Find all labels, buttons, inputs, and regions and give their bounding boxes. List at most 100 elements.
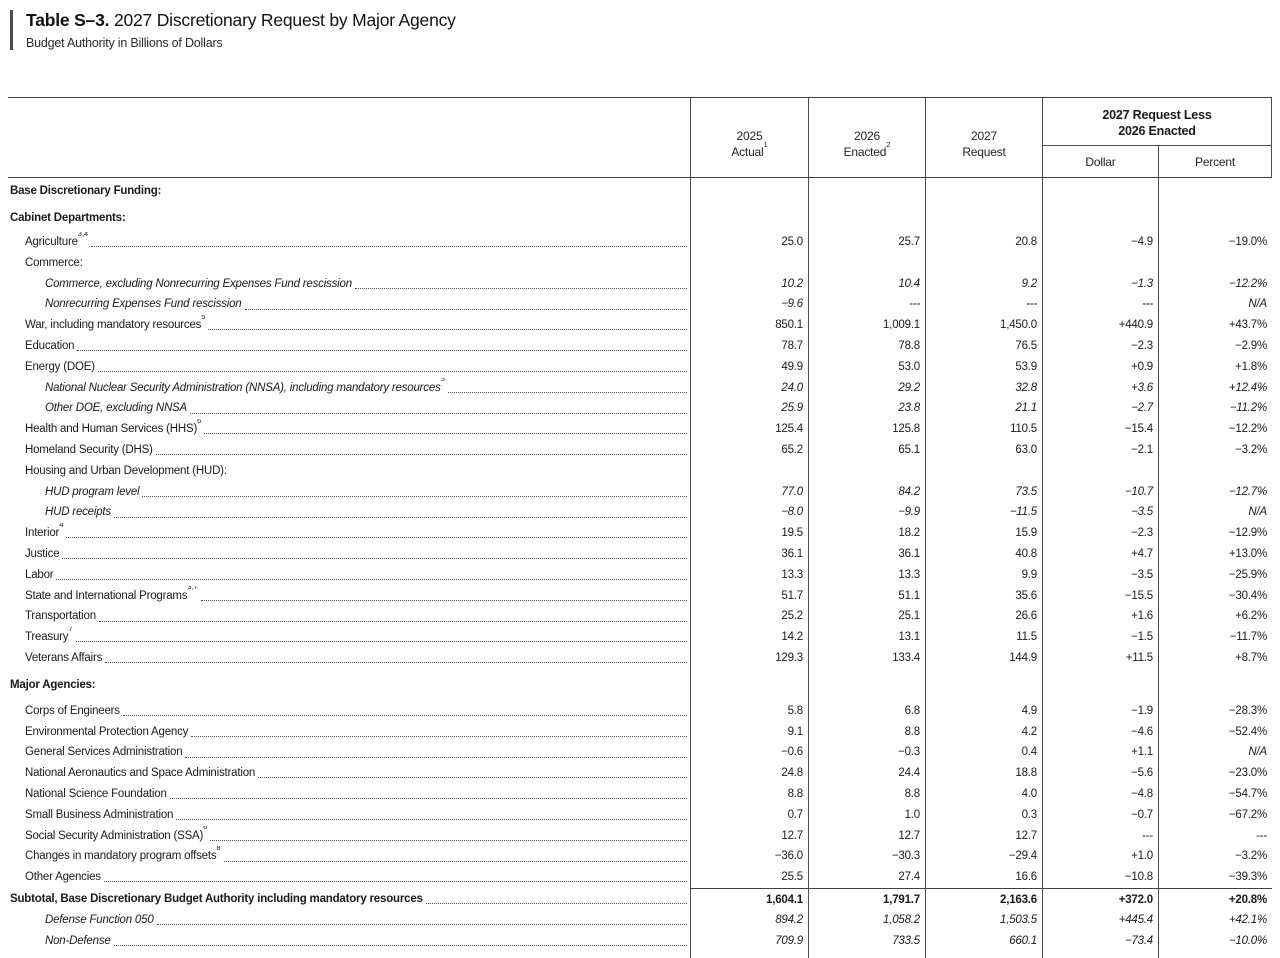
value-cell: 1,009.1 bbox=[808, 315, 925, 336]
row-label: National Science Foundation bbox=[8, 784, 690, 805]
table-row: Labor 13.3 13.3 9.9 −3.5 −25.9% bbox=[8, 564, 1272, 586]
table-row: Commerce, excluding Nonrecurring Expense… bbox=[8, 273, 1272, 295]
value-cell: 4.9 bbox=[925, 700, 1042, 722]
table-row: Subtotal, Base Discretionary Budget Auth… bbox=[8, 887, 1272, 910]
row-values: 78.7 78.8 76.5 −2.3 −2.9% bbox=[690, 335, 1272, 357]
row-label-text: Subtotal, Base Discretionary Budget Auth… bbox=[10, 892, 423, 905]
row-label: Energy (DOE) bbox=[8, 357, 690, 378]
value-cell: −52.4% bbox=[1158, 721, 1272, 743]
value-cell: −9.9 bbox=[808, 502, 925, 524]
leader-dots bbox=[204, 419, 687, 435]
value-cell: 0.4 bbox=[925, 742, 1042, 764]
value-cell: 0.3 bbox=[925, 804, 1042, 826]
leader-dots bbox=[185, 742, 687, 758]
row-label-text: Justice bbox=[25, 547, 60, 560]
value-cell: 13.3 bbox=[690, 564, 808, 586]
row-label: Non-Defense bbox=[8, 931, 690, 952]
value-cell: −2.7 bbox=[1042, 398, 1158, 420]
value-cell: 8.8 bbox=[690, 783, 808, 805]
value-cell: +12.4% bbox=[1158, 377, 1272, 399]
leader-dots bbox=[105, 648, 687, 664]
value-cell: --- bbox=[1042, 294, 1158, 316]
leader-dots bbox=[66, 523, 687, 539]
value-cell: 12.7 bbox=[925, 825, 1042, 847]
row-label-text: Cabinet Departments: bbox=[10, 212, 126, 224]
row-label-text: Health and Human Services (HHS)6 bbox=[25, 419, 201, 440]
row-values: −8.0 −9.9 −11.5 −3.5 N/A bbox=[690, 502, 1272, 524]
value-cell: −30.3 bbox=[808, 846, 925, 868]
row-values: 12.7 12.7 12.7 --- --- bbox=[690, 825, 1272, 847]
value-cell: −36.0 bbox=[690, 846, 808, 868]
value-cell: −1.9 bbox=[1042, 700, 1158, 722]
value-cell: −10.0% bbox=[1158, 930, 1272, 952]
row-label: Changes in mandatory program offsets8 bbox=[8, 846, 690, 867]
value-cell: 65.2 bbox=[690, 439, 808, 461]
row-label-text: General Services Administration bbox=[25, 746, 183, 759]
value-cell: 49.9 bbox=[690, 356, 808, 378]
value-cell: 51.7 bbox=[690, 585, 808, 607]
row-label-text: Labor bbox=[25, 568, 54, 581]
value-cell: 12.7 bbox=[808, 825, 925, 847]
value-cell bbox=[1042, 668, 1158, 701]
table-row: Commerce: bbox=[8, 252, 1272, 274]
row-label: National Aeronautics and Space Administr… bbox=[8, 763, 690, 784]
row-values: −9.6 --- --- --- N/A bbox=[690, 294, 1272, 316]
value-cell: 32.8 bbox=[925, 377, 1042, 399]
row-label: Defense Function 050 bbox=[8, 910, 690, 931]
row-values bbox=[690, 951, 1272, 958]
table-row: Health and Human Services (HHS)6 125.4 125… bbox=[8, 419, 1272, 440]
value-cell: 23.8 bbox=[808, 398, 925, 420]
row-label-text: Major Agencies: bbox=[10, 678, 96, 691]
row-label-text: State and International Programs3,7 bbox=[25, 586, 198, 607]
leader-dots bbox=[169, 784, 687, 800]
value-cell bbox=[690, 951, 808, 958]
table-row: Major Agencies: bbox=[8, 668, 1272, 701]
value-cell: +11.5 bbox=[1042, 647, 1158, 669]
value-cell bbox=[690, 205, 808, 232]
row-values: 51.7 51.1 35.6 −15.5 −30.4% bbox=[690, 585, 1272, 607]
col-header-2027-request: 2027 Request bbox=[925, 98, 1042, 177]
row-label: Housing and Urban Development (HUD): bbox=[8, 461, 690, 482]
table-row: HUD program level 77.0 84.2 73.5 −10.7 −12.7% bbox=[8, 481, 1272, 503]
value-cell: 125.8 bbox=[808, 419, 925, 440]
leader-dots bbox=[244, 294, 687, 310]
value-cell: 9.1 bbox=[690, 721, 808, 743]
row-label-text: Other Agencies bbox=[25, 871, 101, 884]
row-label: Other Agencies bbox=[8, 867, 690, 888]
table-row: Other Agencies 25.5 27.4 16.6 −10.8 −39.3% bbox=[8, 867, 1272, 888]
value-cell: 9.2 bbox=[925, 273, 1042, 295]
row-values: 25.5 27.4 16.6 −10.8 −39.3% bbox=[690, 867, 1272, 888]
value-cell: 53.9 bbox=[925, 356, 1042, 378]
value-cell bbox=[1158, 178, 1272, 205]
table-row: Interior4 19.5 18.2 15.9 −2.3 −12.9% bbox=[8, 523, 1272, 544]
value-cell: 25.7 bbox=[808, 232, 925, 253]
value-cell: −10.8 bbox=[1042, 867, 1158, 888]
table-row-filler bbox=[8, 951, 1272, 958]
table-row: National Nuclear Security Administration… bbox=[8, 377, 1272, 399]
value-cell: −0.6 bbox=[690, 742, 808, 764]
value-cell: −9.6 bbox=[690, 294, 808, 316]
table-row: Defense Function 050 894.2 1,058.2 1,503.5 +… bbox=[8, 909, 1272, 931]
value-cell bbox=[1042, 460, 1158, 482]
table-row: National Science Foundation 8.8 8.8 4.0 −4.8… bbox=[8, 783, 1272, 805]
value-cell: +3.6 bbox=[1042, 377, 1158, 399]
row-label: Nonrecurring Expenses Fund rescission bbox=[8, 294, 690, 315]
leader-dots bbox=[155, 440, 687, 456]
value-cell: −28.3% bbox=[1158, 700, 1272, 722]
value-cell: 894.2 bbox=[690, 909, 808, 931]
table-title-text: 2027 Discretionary Request by Major Agen… bbox=[109, 10, 456, 30]
table-row: Other DOE, excluding NNSA 25.9 23.8 21.1 −2.… bbox=[8, 398, 1272, 420]
value-cell: 18.2 bbox=[808, 523, 925, 544]
title-accent-bar bbox=[10, 10, 13, 50]
value-cell: +20.8% bbox=[1158, 888, 1272, 910]
row-label-text: HUD program level bbox=[45, 485, 140, 498]
value-cell: 9.9 bbox=[925, 564, 1042, 586]
value-cell: 1.0 bbox=[808, 804, 925, 826]
leader-dots bbox=[258, 763, 687, 779]
value-cell: 733.5 bbox=[808, 930, 925, 952]
value-cell: −11.5 bbox=[925, 502, 1042, 524]
row-values bbox=[690, 252, 1272, 274]
value-cell: 129.3 bbox=[690, 647, 808, 669]
value-cell: 29.2 bbox=[808, 377, 925, 399]
footnote-ref: 6 bbox=[203, 825, 208, 832]
